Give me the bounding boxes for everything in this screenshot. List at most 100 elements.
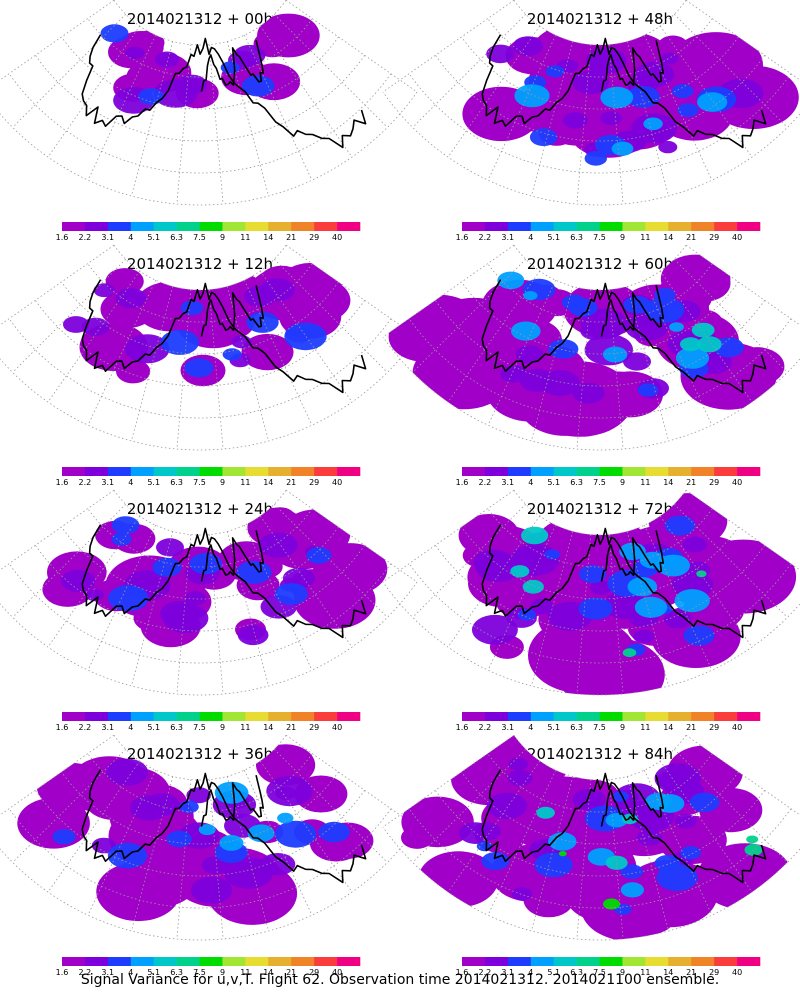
variance-blob [579, 796, 599, 809]
colorbar-segment [245, 222, 269, 231]
map-panel: 2014021312 + 00h 1.6 2.2 3.1 4 5.1 6.3 7.5 9 11 14… [0, 0, 418, 242]
colorbar-tick-label: 5.1 [147, 723, 160, 732]
colorbar-segment [576, 467, 600, 476]
variance-blob [219, 835, 244, 851]
colorbar-tick-label: 1.6 [56, 968, 69, 977]
colorbar-tick-label: 14 [663, 233, 673, 242]
variance-blob [153, 79, 198, 108]
colorbar-tick-label: 2.2 [479, 478, 492, 487]
colorbar-segment [130, 957, 154, 966]
variance-blob [744, 844, 763, 856]
colorbar: 1.6 2.2 3.1 4 5.1 6.3 7.5 9 11 14 21 29 40 [56, 467, 361, 487]
map-area [382, 489, 800, 696]
map-panel: 2014021312 + 60h 1.6 2.2 3.1 4 5.1 6.3 7.5 9 11 14… [382, 244, 800, 487]
variance-blob [697, 92, 728, 112]
colorbar-segment [84, 712, 109, 721]
variance-blob [620, 864, 644, 879]
variance-blob [237, 625, 269, 646]
variance-blob [241, 333, 294, 371]
colorbar-tick-label: 29 [709, 723, 719, 732]
variance-blob [60, 786, 96, 812]
colorbar-segment [507, 222, 532, 231]
colorbar-segment [530, 712, 554, 721]
colorbar-segment [599, 957, 623, 966]
variance-blob [654, 855, 681, 872]
colorbar-segment [153, 957, 177, 966]
colorbar-segment [245, 712, 269, 721]
variance-blob [138, 88, 164, 105]
colorbar-segment [107, 712, 132, 721]
variance-blob [637, 383, 659, 397]
colorbar-segment [737, 222, 761, 231]
variance-blob [160, 601, 200, 627]
colorbar-tick-label: 3.1 [101, 233, 114, 242]
colorbar-segment [337, 712, 361, 721]
variance-blob [534, 852, 573, 878]
colorbar-tick-label: 9 [220, 968, 225, 977]
map-area [0, 244, 418, 451]
variance-blob [590, 580, 612, 595]
panel-title: 2014021312 + 72h [527, 500, 673, 518]
variance-blob [519, 368, 555, 392]
colorbar-segment [199, 712, 223, 721]
variance-blob [111, 532, 132, 546]
variance-blob [521, 526, 549, 545]
variance-field [458, 493, 797, 696]
variance-field [388, 254, 785, 437]
colorbar-segment [599, 712, 623, 721]
colorbar-segment [737, 712, 761, 721]
colorbar-segment [291, 712, 315, 721]
variance-blob [486, 44, 515, 64]
variance-blob [643, 117, 663, 131]
colorbar-segment [222, 712, 246, 721]
colorbar-segment [153, 712, 177, 721]
variance-blob [275, 786, 296, 800]
colorbar-segment [107, 957, 132, 966]
colorbar-tick-label: 9 [620, 968, 625, 977]
variance-blob [189, 553, 223, 575]
colorbar-segment [176, 222, 200, 231]
colorbar-tick-label: 40 [732, 478, 742, 487]
colorbar: 1.6 2.2 3.1 4 5.1 6.3 7.5 9 11 14 21 29 40 [456, 712, 761, 732]
colorbar-segment [62, 222, 86, 231]
variance-field [100, 13, 320, 114]
colorbar-segment [484, 712, 509, 721]
colorbar-tick-label: 14 [263, 723, 273, 732]
colorbar-segment [130, 467, 154, 476]
colorbar-tick-label: 3.1 [501, 968, 514, 977]
variance-blob [622, 648, 637, 658]
colorbar-tick-label: 7.5 [593, 723, 606, 732]
colorbar-tick-label: 21 [286, 478, 296, 487]
variance-blob [114, 876, 146, 899]
colorbar-segment [668, 467, 692, 476]
panel-title: 2014021312 + 84h [527, 745, 673, 763]
colorbar-segment [291, 222, 315, 231]
map-panel: 2014021312 + 12h 1.6 2.2 3.1 4 5.1 6.3 7.5 9 11 14… [0, 244, 418, 487]
variance-blob [236, 561, 272, 584]
variance-blob [561, 294, 587, 311]
coastline [200, 530, 264, 582]
colorbar-tick-label: 1.6 [456, 723, 469, 732]
colorbar-segment [599, 222, 623, 231]
colorbar-tick-label: 40 [332, 723, 342, 732]
colorbar-tick-label: 4 [528, 968, 533, 977]
colorbar-tick-label: 3.1 [101, 968, 114, 977]
variance-blob [746, 835, 759, 844]
colorbar-segment [337, 957, 361, 966]
colorbar-segment [462, 957, 486, 966]
variance-blob [277, 812, 294, 824]
coastline [600, 285, 664, 337]
colorbar-segment [507, 467, 532, 476]
variance-blob [513, 798, 573, 840]
colorbar-segment [484, 957, 509, 966]
variance-blob [674, 814, 697, 829]
colorbar-segment [462, 222, 486, 231]
variance-blob [562, 112, 588, 129]
colorbar-segment [337, 222, 361, 231]
colorbar-segment [176, 712, 200, 721]
colorbar-segment [314, 957, 338, 966]
colorbar-tick-label: 21 [686, 723, 696, 732]
variance-blob [511, 887, 533, 901]
coastline [600, 775, 664, 827]
